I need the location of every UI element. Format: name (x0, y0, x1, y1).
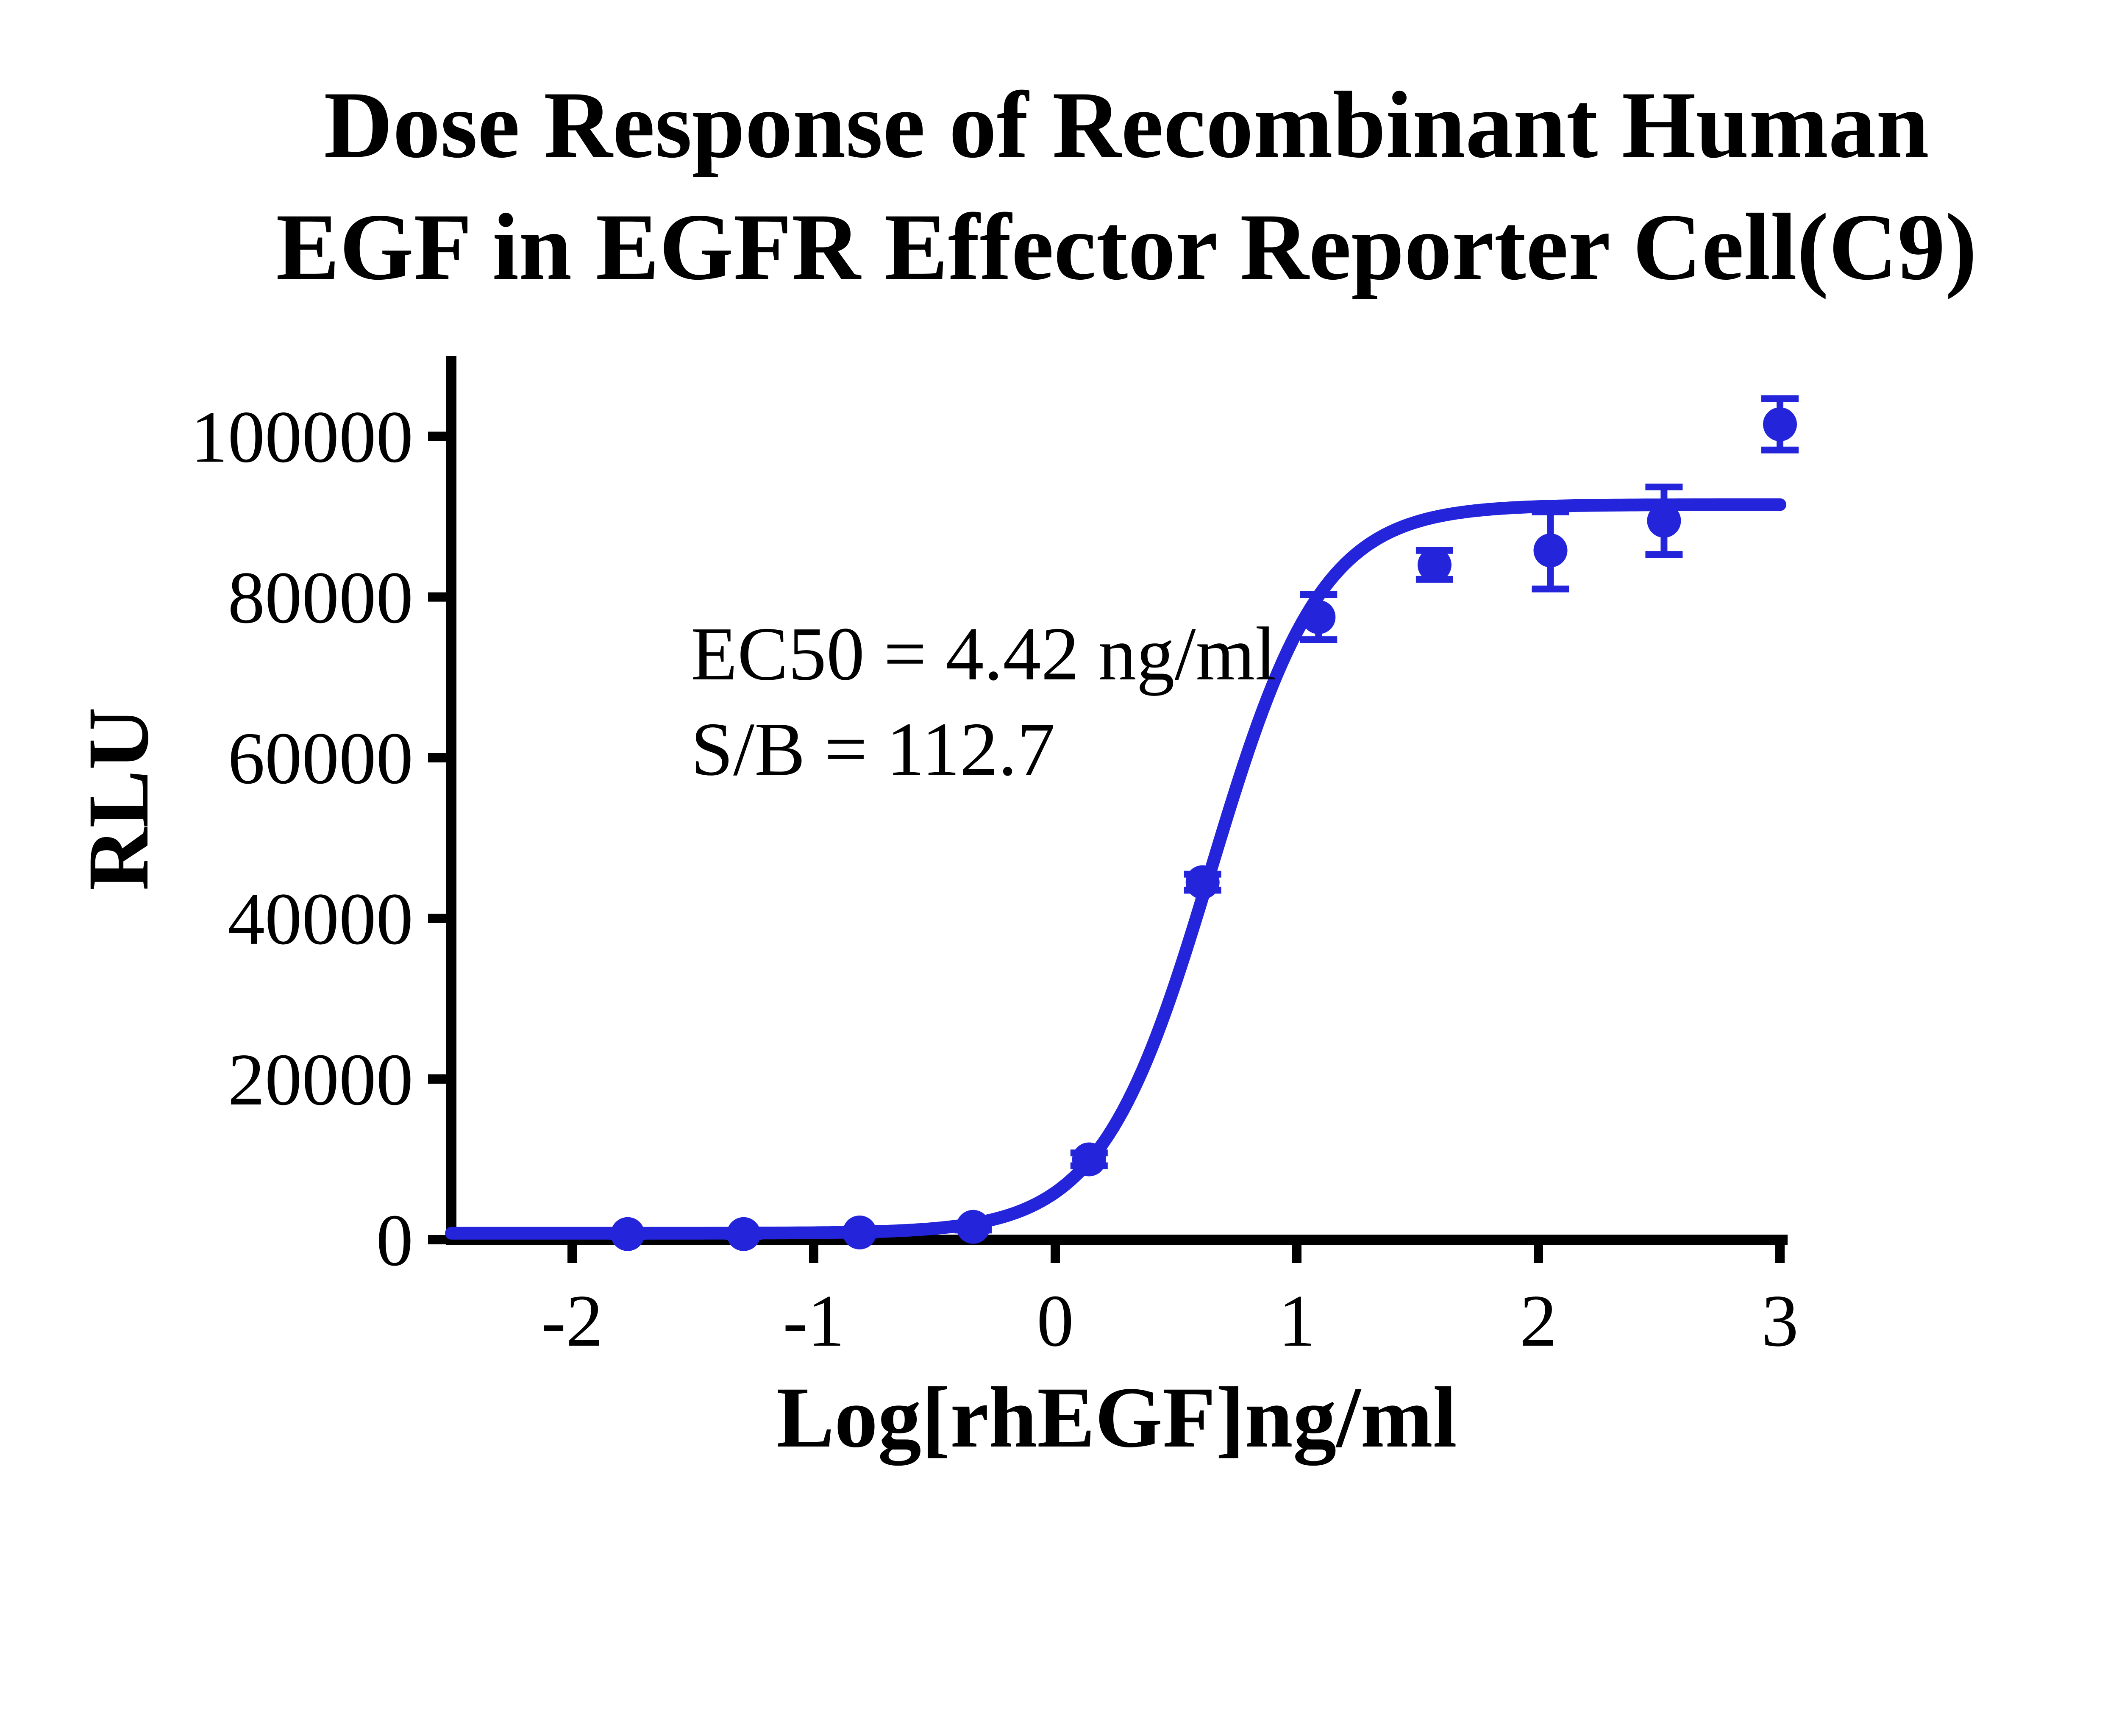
x-tick-label: -1 (783, 1280, 845, 1362)
data-point (1763, 407, 1797, 442)
y-tick-label: 20000 (228, 1038, 414, 1121)
x-tick-label: 3 (1761, 1280, 1799, 1362)
data-point (1533, 533, 1568, 568)
y-tick-label: 40000 (228, 878, 414, 960)
annotation-sb: S/B = 112.7 (691, 707, 1056, 791)
data-point (611, 1217, 645, 1251)
fit-curve (445, 498, 1786, 1240)
x-tick-label: 1 (1278, 1280, 1315, 1362)
data-point (1072, 1142, 1106, 1177)
data-point (1185, 865, 1220, 899)
data-point (1647, 504, 1681, 538)
x-tick-label: -2 (541, 1280, 603, 1362)
y-tick-label: 100000 (191, 396, 413, 478)
annotation-ec50: EC50 = 4.42 ng/ml (691, 612, 1276, 696)
chart-title: Dose Response of Recombinant Human EGF i… (0, 64, 2119, 308)
y-tick-label: 80000 (228, 556, 414, 639)
data-point (1417, 548, 1452, 582)
y-tick-label: 60000 (228, 717, 414, 799)
data-point (843, 1215, 877, 1249)
x-tick-label: 2 (1520, 1280, 1557, 1362)
y-tick-label: 0 (376, 1199, 414, 1281)
data-point (956, 1210, 990, 1244)
x-tick-label: 0 (1037, 1280, 1074, 1362)
data-point (726, 1217, 761, 1251)
x-axis-label: Log[rhEGF]ng/ml (776, 1369, 1457, 1466)
chart-title-line2: EGF in EGFR Effector Reporter Cell(C9) (276, 194, 1977, 300)
chart-title-line1: Dose Response of Recombinant Human (324, 72, 1929, 178)
data-point (1301, 600, 1336, 634)
fit-annotation: EC50 = 4.42 ng/ml S/B = 112.7 (691, 606, 1276, 797)
